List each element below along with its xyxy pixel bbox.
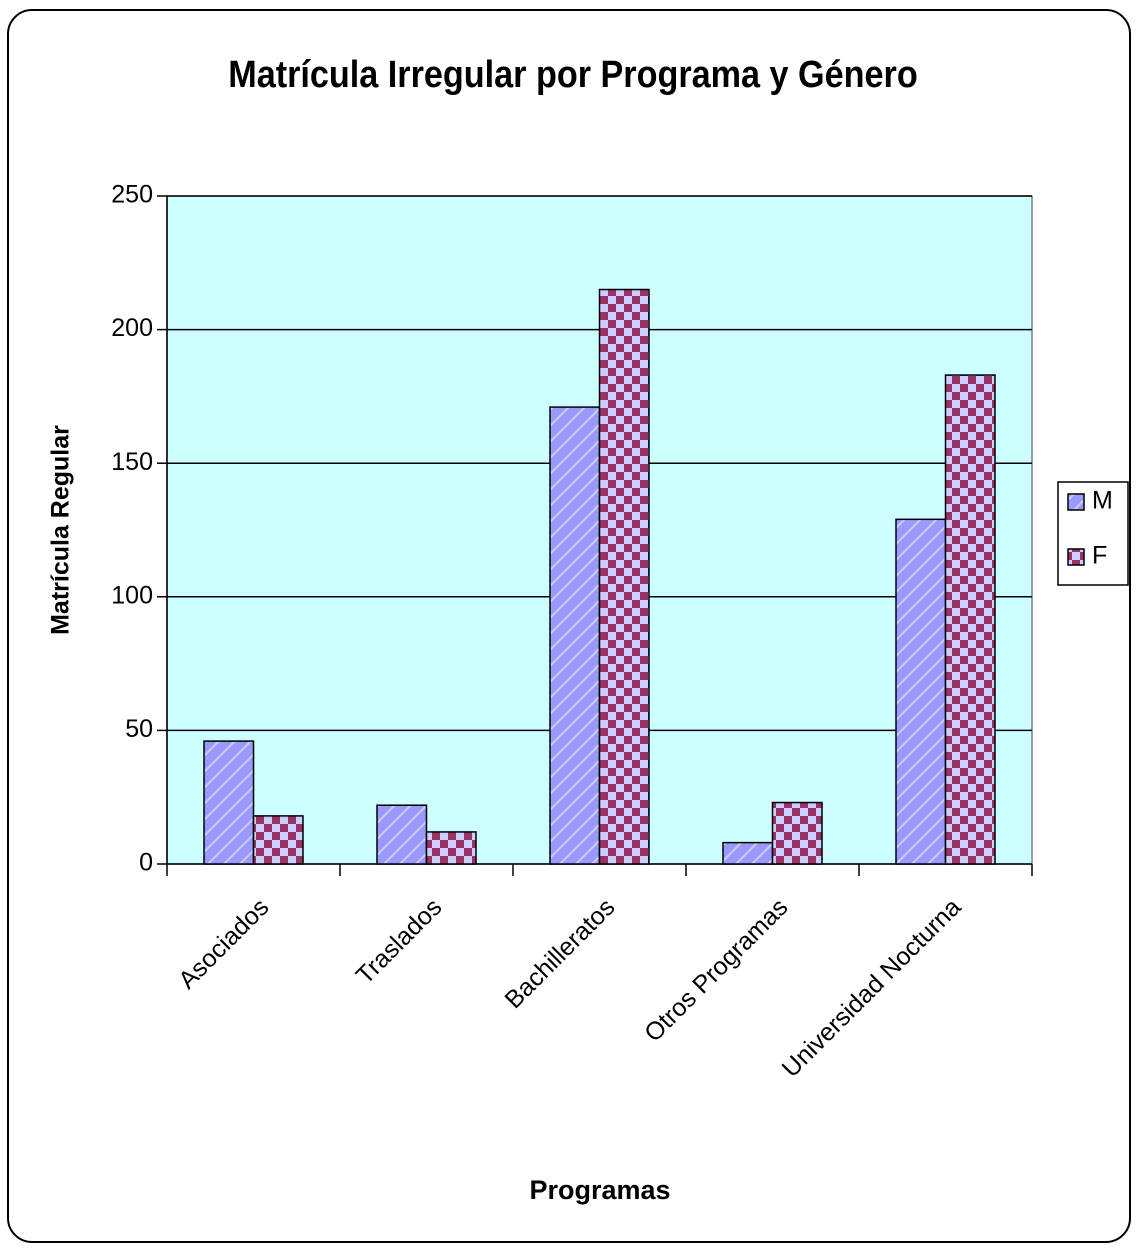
y-tick-label: 150 bbox=[111, 448, 153, 476]
y-tick-label: 200 bbox=[111, 314, 153, 342]
bar bbox=[425, 831, 477, 865]
legend-label: F bbox=[1092, 542, 1107, 570]
legend-swatch bbox=[1067, 493, 1085, 511]
chart-title: Matrícula Irregular por Programa y Géner… bbox=[228, 52, 917, 95]
bar bbox=[771, 801, 823, 865]
y-tick-label: 50 bbox=[125, 715, 153, 743]
y-axis-title: Matrícula Regular bbox=[47, 425, 75, 635]
legend-label: M bbox=[1092, 487, 1113, 515]
bar bbox=[722, 841, 774, 865]
bar bbox=[944, 374, 996, 865]
y-tick-label: 0 bbox=[139, 849, 153, 877]
bar bbox=[376, 804, 428, 865]
bar bbox=[203, 740, 255, 865]
bar bbox=[252, 815, 304, 865]
legend-swatch bbox=[1067, 548, 1085, 566]
x-axis-title: Programas bbox=[529, 1175, 670, 1205]
bar bbox=[895, 518, 947, 865]
y-tick-label: 100 bbox=[111, 581, 153, 609]
bar bbox=[598, 288, 650, 865]
y-tick-label: 250 bbox=[111, 181, 153, 209]
bar bbox=[549, 406, 601, 865]
